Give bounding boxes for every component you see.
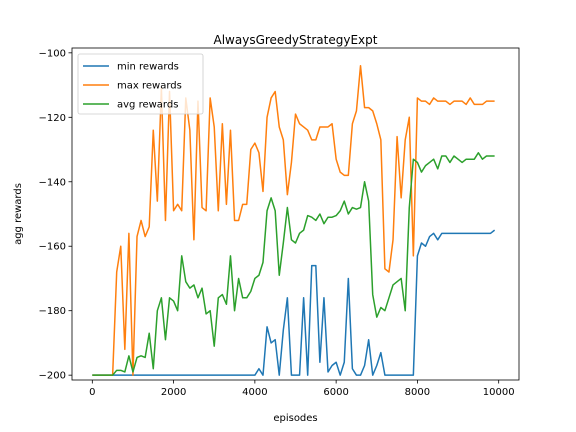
x-tick-label: 10000 <box>483 387 515 398</box>
legend-label-2: avg rewards <box>117 100 178 111</box>
series-line-1 <box>92 64 495 376</box>
x-tick-label: 0 <box>89 387 95 398</box>
y-tick-label: −140 <box>39 177 66 188</box>
series-line-2 <box>92 152 495 376</box>
y-axis: −200 −180 −160 −140 −120 −100 <box>39 48 72 382</box>
y-tick-label: −200 <box>39 371 66 382</box>
legend-label-1: max rewards <box>117 81 182 92</box>
x-tick-label: 2000 <box>161 387 186 398</box>
series-layer <box>92 64 496 376</box>
x-tick-label: 6000 <box>323 387 348 398</box>
legend-label-0: min rewards <box>117 62 179 73</box>
x-tick-label: 4000 <box>242 387 267 398</box>
x-tick-label: 8000 <box>405 387 430 398</box>
legend: min rewards max rewards avg rewards <box>77 53 204 115</box>
chart-title: AlwaysGreedyStrategyExpt <box>214 33 378 47</box>
series-line-0 <box>92 229 496 376</box>
y-tick-label: −100 <box>39 48 66 59</box>
y-tick-label: −160 <box>39 242 66 253</box>
y-tick-label: −120 <box>39 113 66 124</box>
x-axis-title: episodes <box>273 413 317 424</box>
y-tick-label: −180 <box>39 306 66 317</box>
plot-frame <box>71 47 520 381</box>
legend-box <box>77 53 204 115</box>
y-axis-title: agg rewards <box>13 183 24 245</box>
x-axis: 0 2000 4000 6000 8000 10000 <box>89 380 515 398</box>
